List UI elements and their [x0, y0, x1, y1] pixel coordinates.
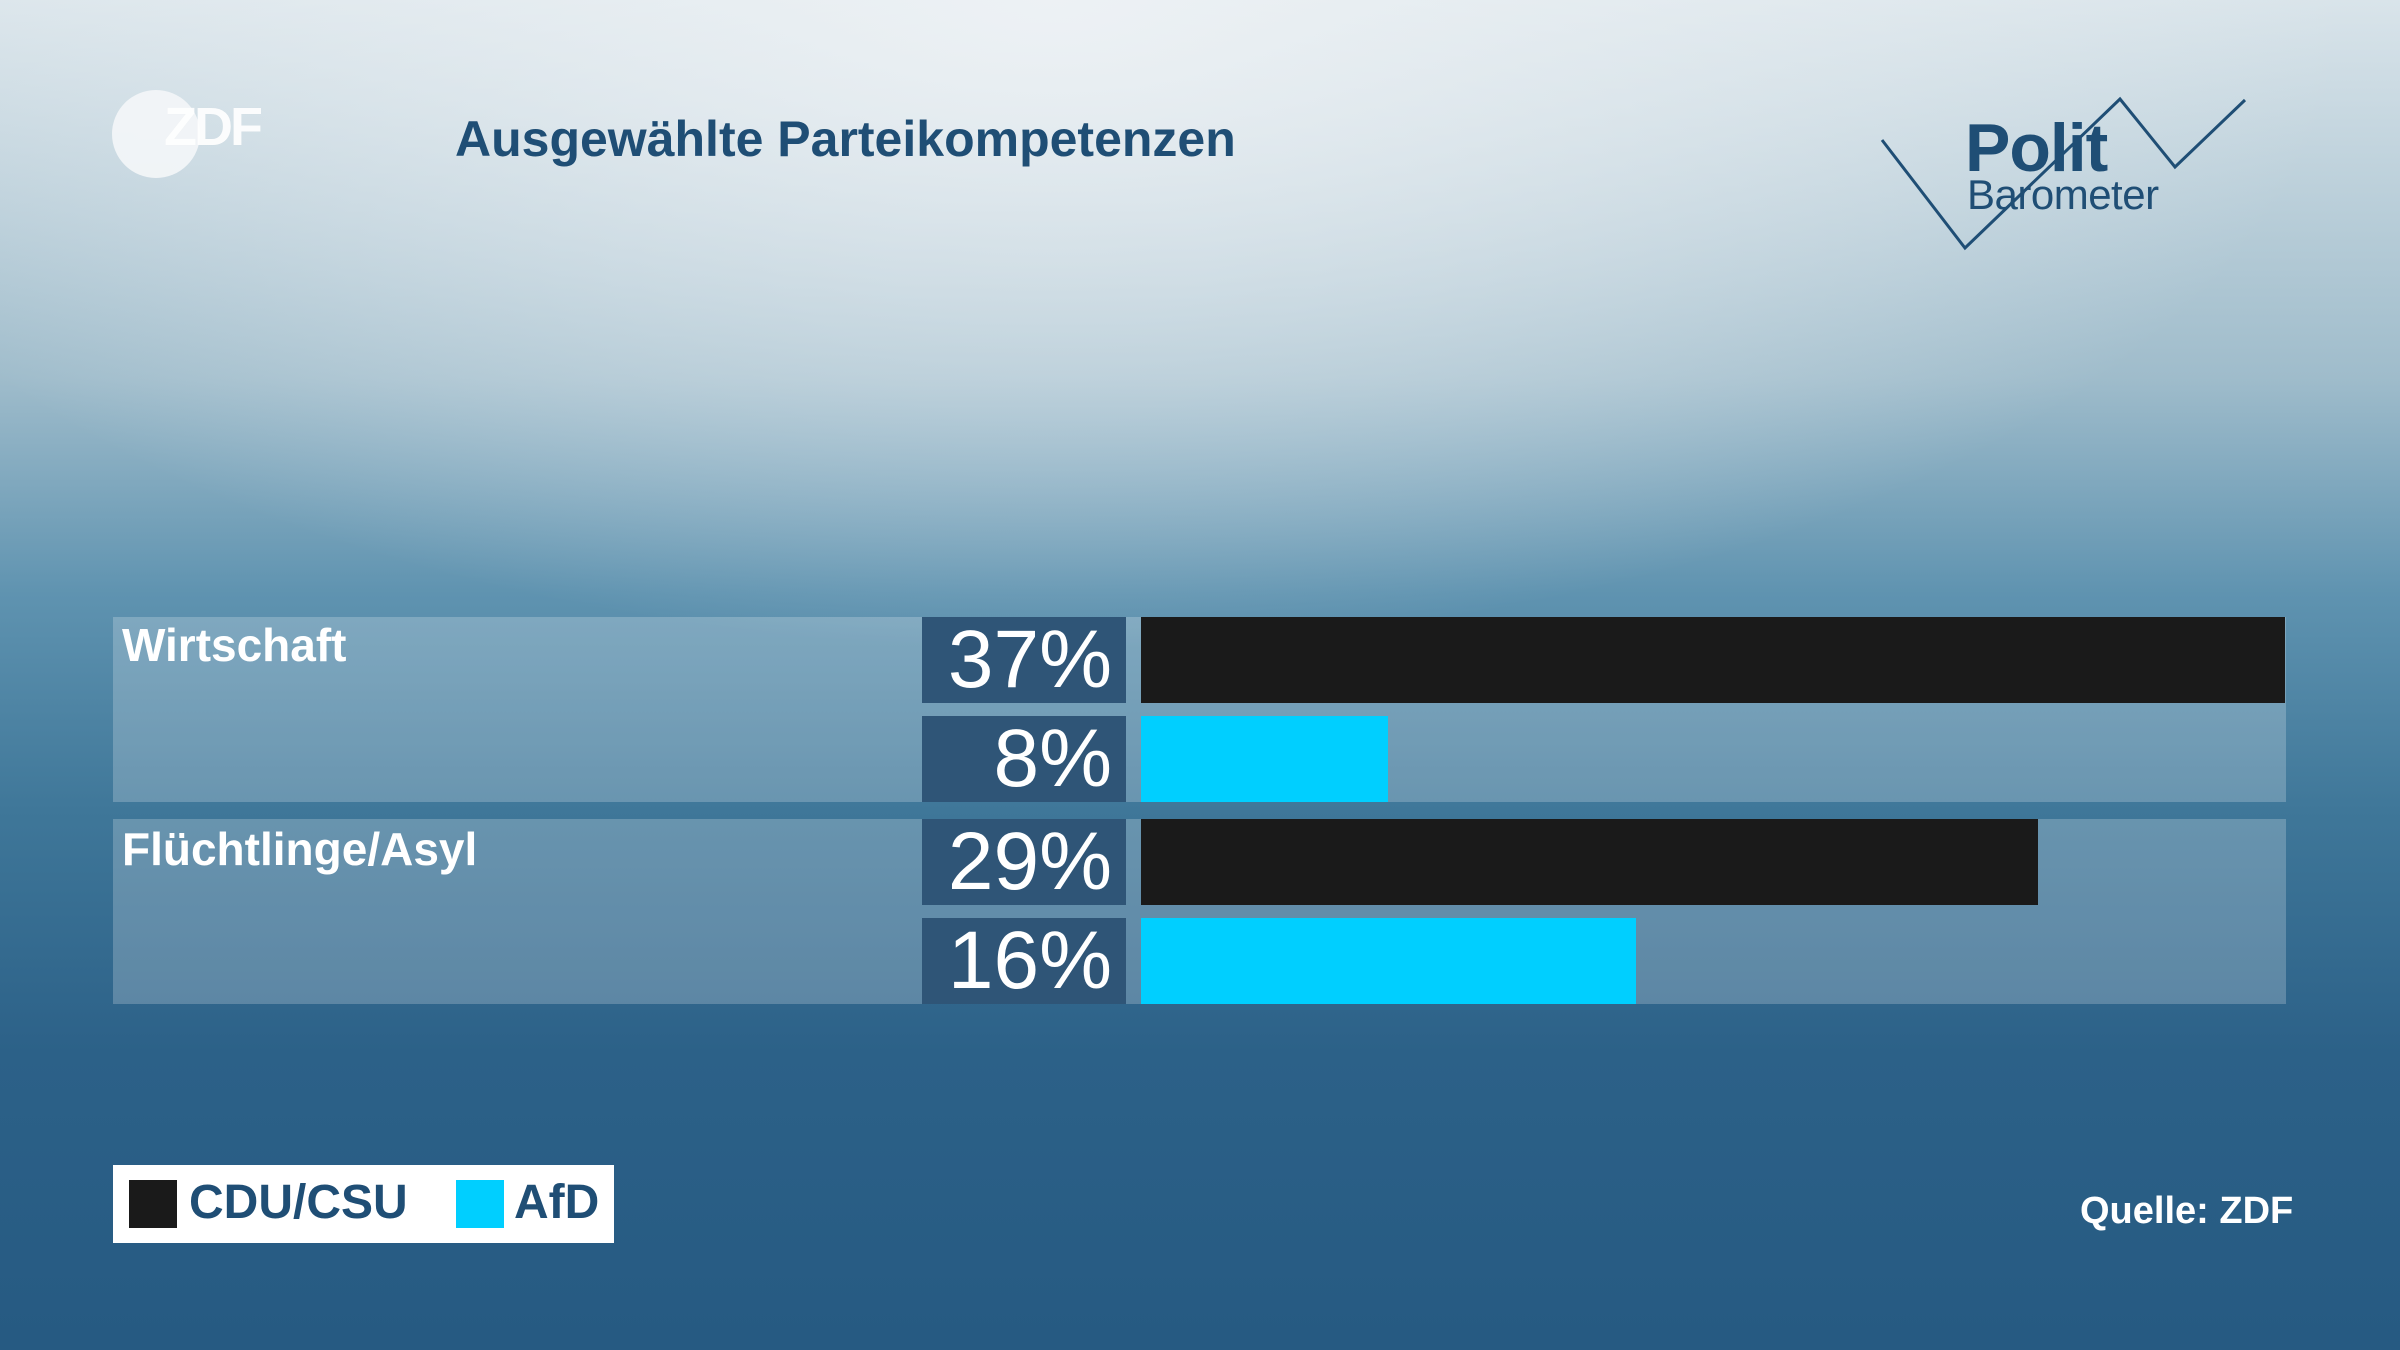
legend-label-afd: AfD — [514, 1176, 600, 1229]
zdf-logo: ZDF — [112, 88, 272, 184]
data-label-afd-asyl: 16% — [947, 915, 1112, 1006]
data-label-cdu-wirtschaft: 37% — [947, 614, 1112, 705]
source-note: Quelle: ZDF — [2080, 1190, 2294, 1232]
politbarometer-word-polit: Polit — [1965, 110, 2108, 186]
politbarometer-zigzag-icon — [1880, 96, 2247, 251]
zdf-logo-circle — [112, 90, 200, 178]
chart-title: Ausgewählte Parteikompetenzen — [455, 111, 1236, 167]
legend-label-cdu-csu: CDU/CSU — [189, 1176, 408, 1229]
bar-afd-asyl — [1141, 918, 1636, 1004]
bar-afd-wirtschaft — [1141, 716, 1388, 802]
zdf-logo-text: ZDF — [164, 97, 263, 157]
legend: CDU/CSU AfD — [113, 1165, 614, 1243]
politbarometer-word-barometer: Barometer — [1967, 171, 2159, 218]
politbarometer-logo: Polit Barometer — [1870, 95, 2250, 255]
bar-cdu-wirtschaft — [1141, 617, 2285, 703]
category-label: Flüchtlinge/Asyl — [122, 823, 478, 875]
legend-swatch-afd — [456, 1180, 504, 1228]
data-label-afd-wirtschaft: 8% — [993, 713, 1112, 804]
value-box — [922, 918, 1126, 1004]
value-box — [922, 819, 1126, 905]
value-box — [922, 716, 1126, 802]
data-label-cdu-asyl: 29% — [947, 816, 1112, 907]
category-label: Wirtschaft — [122, 619, 347, 671]
bar-cdu-asyl — [1141, 819, 2038, 905]
legend-swatch-cdu-csu — [129, 1180, 177, 1228]
value-box — [922, 617, 1126, 703]
